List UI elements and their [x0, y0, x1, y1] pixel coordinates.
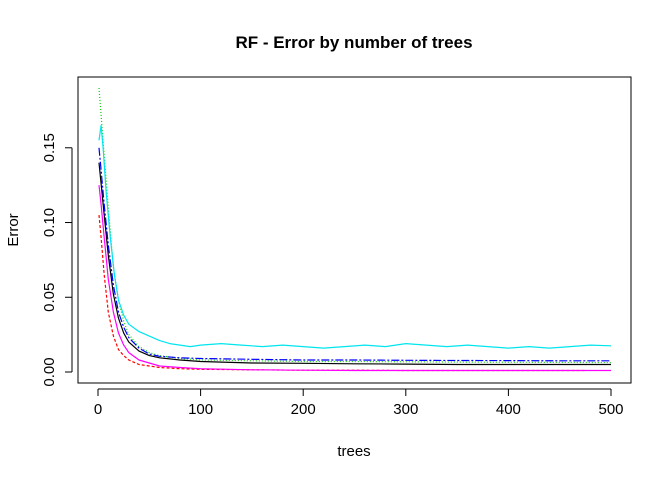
x-tick-label: 500 [598, 401, 623, 418]
series-line-4 [98, 147, 611, 362]
series-line-6 [98, 185, 611, 372]
series-line-3 [98, 87, 612, 364]
y-axis: 0.00 0.05 0.10 0.15 [41, 133, 73, 387]
x-tick-label: 0 [94, 401, 102, 418]
y-axis-label: Error [5, 213, 22, 246]
series-layer [98, 87, 612, 372]
y-tick-label: 0.00 [41, 357, 58, 386]
x-tick-label: 200 [291, 401, 316, 418]
y-tick-label: 0.05 [41, 283, 58, 312]
x-tick-label: 100 [188, 401, 213, 418]
x-tick-label: 300 [393, 401, 418, 418]
series-line-5 [98, 124, 612, 349]
x-tick-label: 400 [496, 401, 521, 418]
x-axis: 0 100 200 300 400 500 [94, 388, 624, 418]
y-tick-label: 0.10 [41, 208, 58, 237]
plot-frame [77, 76, 632, 384]
x-axis-label: trees [337, 443, 370, 460]
chart-title: RF - Error by number of trees [235, 33, 472, 52]
series-line-1 [98, 162, 611, 366]
y-tick-label: 0.15 [41, 133, 58, 162]
series-line-2 [98, 215, 586, 372]
